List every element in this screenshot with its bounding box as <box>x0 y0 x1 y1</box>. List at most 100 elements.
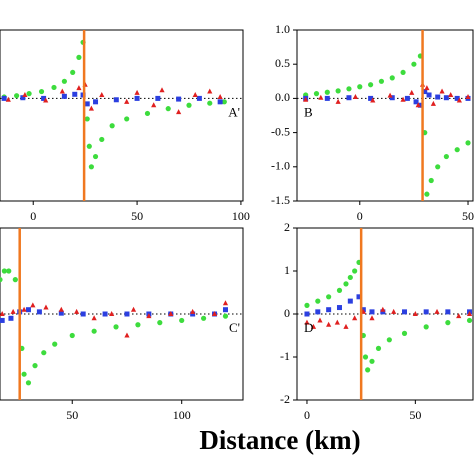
point <box>113 324 119 330</box>
point <box>424 85 430 91</box>
point <box>41 350 47 356</box>
point <box>144 110 151 117</box>
y-tick-label: 0 <box>284 306 290 320</box>
point <box>36 309 42 315</box>
point <box>466 311 473 316</box>
point <box>41 95 47 101</box>
point <box>304 311 310 317</box>
point <box>151 102 157 108</box>
point <box>324 89 330 95</box>
point <box>315 309 321 315</box>
point <box>335 88 341 94</box>
point <box>124 116 130 122</box>
point <box>134 89 140 95</box>
point <box>58 306 64 312</box>
point <box>207 100 213 106</box>
point <box>346 86 352 92</box>
point <box>25 380 32 386</box>
point <box>176 96 182 102</box>
point <box>217 94 223 100</box>
point <box>317 317 323 323</box>
y-tick-label: -1.5 <box>271 193 290 207</box>
x-tick-label: 50 <box>409 408 421 422</box>
point <box>387 92 393 98</box>
x-tick-label: 100 <box>232 209 250 223</box>
point <box>417 102 423 108</box>
point <box>86 143 92 149</box>
plot-frame <box>0 29 244 202</box>
point <box>336 287 343 293</box>
point <box>326 307 332 313</box>
point <box>304 319 310 325</box>
point <box>80 311 86 317</box>
point <box>109 123 115 129</box>
point <box>326 321 332 327</box>
point <box>445 320 451 326</box>
x-tick-label: 50 <box>66 408 78 422</box>
x-tick-label: 50 <box>462 209 474 223</box>
point <box>378 78 385 84</box>
point <box>102 311 108 317</box>
point <box>430 100 436 106</box>
panel-label: A' <box>228 104 240 119</box>
point <box>91 328 97 334</box>
point <box>159 87 165 93</box>
point <box>179 317 185 324</box>
point <box>318 94 324 100</box>
point <box>155 95 161 101</box>
point <box>304 302 310 308</box>
point <box>426 92 432 98</box>
point <box>51 84 57 91</box>
point <box>20 95 26 101</box>
point <box>0 317 5 323</box>
point <box>465 140 471 146</box>
point <box>454 95 460 101</box>
point <box>456 97 462 103</box>
point <box>362 354 369 360</box>
point <box>21 306 27 312</box>
point <box>222 300 229 306</box>
point <box>380 309 386 315</box>
point <box>315 298 321 304</box>
point <box>324 95 330 101</box>
point <box>401 330 408 336</box>
point <box>76 54 82 60</box>
y-tick-label: -2 <box>280 392 290 406</box>
point <box>52 341 58 347</box>
point <box>423 309 429 315</box>
point <box>113 97 119 103</box>
point <box>400 69 406 76</box>
point <box>6 268 12 274</box>
point <box>0 311 5 316</box>
point <box>346 95 352 101</box>
point <box>91 315 97 321</box>
point <box>347 274 353 281</box>
point <box>0 277 3 283</box>
point <box>424 191 430 197</box>
point <box>445 309 451 315</box>
point <box>38 88 45 95</box>
point <box>352 268 358 274</box>
point <box>423 324 429 330</box>
point <box>58 310 64 316</box>
point <box>124 311 130 317</box>
point <box>222 307 228 313</box>
point <box>88 105 94 111</box>
x-tick-label: 100 <box>173 408 191 422</box>
point <box>375 345 382 351</box>
panel-label: C' <box>229 320 240 335</box>
point <box>389 95 395 101</box>
point <box>124 332 130 338</box>
y-tick-label: -1.0 <box>271 159 290 173</box>
point <box>12 277 18 283</box>
point <box>352 94 359 100</box>
point <box>313 91 320 97</box>
point <box>413 99 419 105</box>
point <box>190 308 196 314</box>
point <box>221 99 227 105</box>
panel-label: B <box>304 104 313 119</box>
y-tick-label: 1 <box>284 263 290 277</box>
y-tick-label: 1.0 <box>275 22 290 36</box>
x-tick-label: 0 <box>30 209 36 223</box>
point <box>368 82 374 88</box>
